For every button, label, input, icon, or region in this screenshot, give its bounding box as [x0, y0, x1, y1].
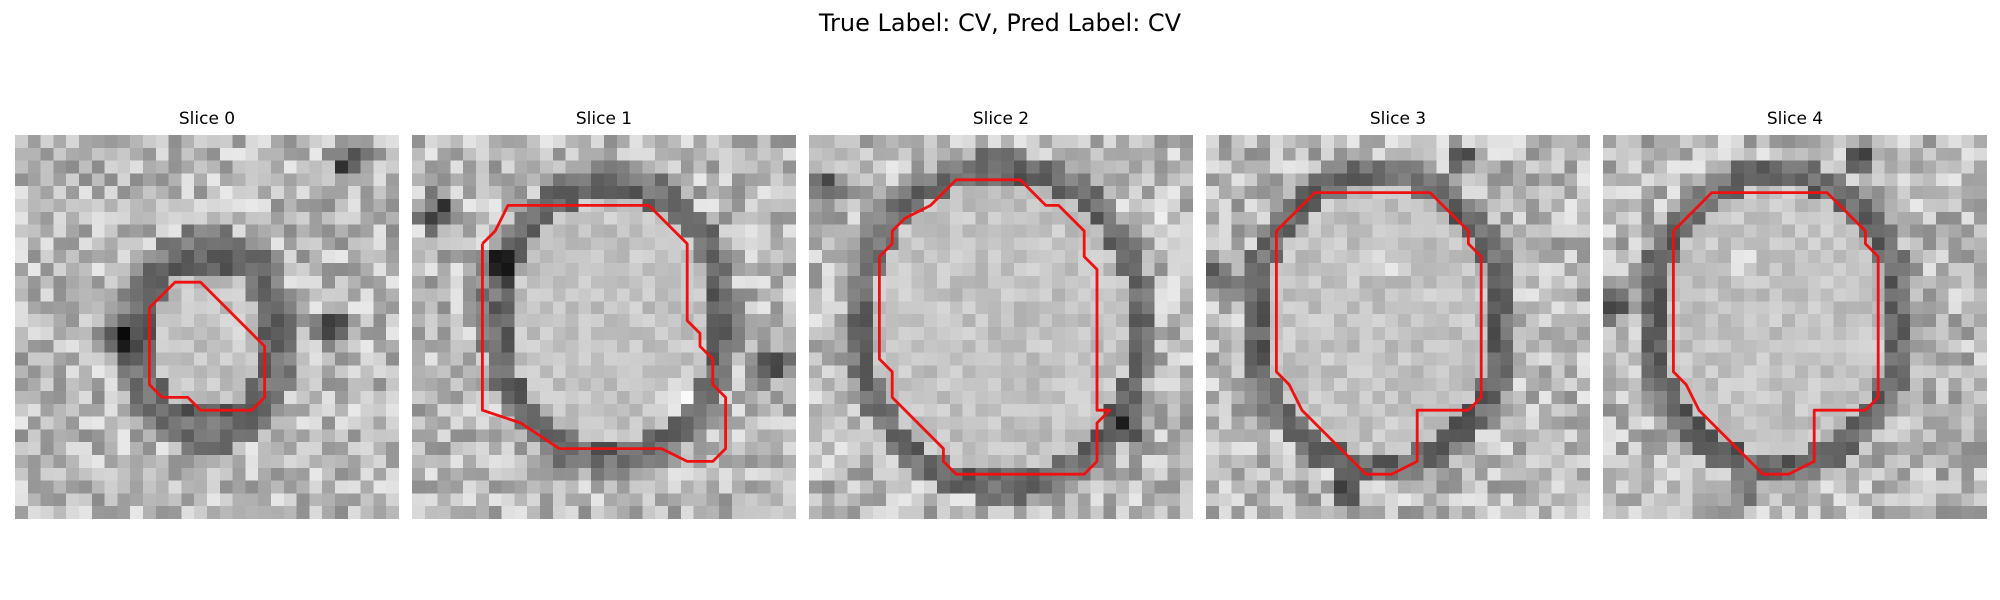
slice-image-4 [1603, 135, 1987, 519]
slice-title-0: Slice 0 [178, 109, 236, 129]
segmentation-contour [147, 280, 267, 412]
slice-title-2: Slice 2 [972, 109, 1030, 129]
segmentation-contour [877, 178, 1112, 476]
segmentation-contour [1671, 191, 1880, 476]
slice-image-0 [15, 135, 399, 519]
slice-title-1: Slice 1 [575, 109, 633, 129]
figure-title: True Label: CV, Pred Label: CV [818, 9, 1182, 37]
segmentation-contour [1274, 191, 1483, 476]
segmentation-contour [480, 203, 728, 463]
slice-title-3: Slice 3 [1369, 109, 1427, 129]
slice-image-1 [412, 135, 796, 519]
slice-title-4: Slice 4 [1766, 109, 1824, 129]
slice-image-2 [809, 135, 1193, 519]
slice-image-3 [1206, 135, 1590, 519]
